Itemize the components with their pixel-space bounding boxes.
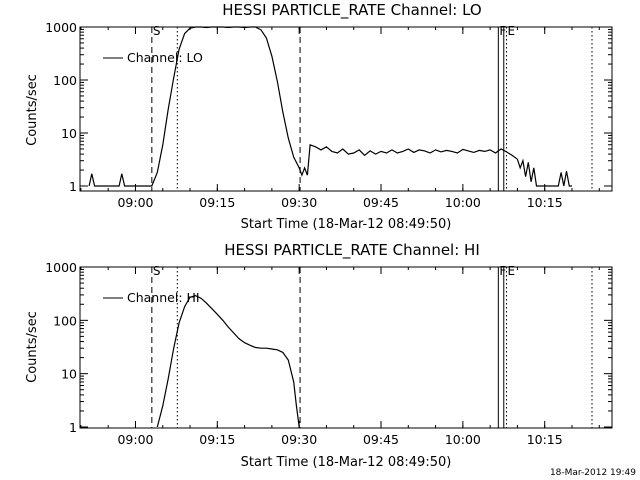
series-line (88, 26, 572, 187)
x-tick-label: 09:45 (363, 432, 399, 447)
event-marker-label: F (499, 24, 506, 38)
event-marker-label: E (508, 24, 516, 38)
legend-label: Channel: HI (127, 290, 200, 305)
timestamp-label: 18-Mar-2012 19:49 (550, 468, 636, 478)
x-tick-label: 10:15 (527, 195, 563, 210)
y-tick-label: 1000 (45, 260, 77, 275)
y-tick-label: 100 (53, 73, 77, 88)
x-tick-label: 10:00 (445, 432, 481, 447)
series-line (156, 295, 300, 428)
x-axis-label: Start Time (18-Mar-12 08:49:50) (241, 455, 452, 470)
y-axis-label: Counts/sec (25, 311, 40, 383)
legend-label: Channel: LO (127, 50, 203, 65)
event-marker-label: E (508, 264, 516, 278)
x-tick-label: 09:15 (199, 432, 235, 447)
x-tick-label: 09:00 (117, 432, 153, 447)
plot-frame (79, 266, 613, 429)
panel-hi: HESSI PARTICLE_RATE Channel: HI Start Ti… (25, 241, 613, 470)
event-marker-label: F (499, 264, 506, 278)
y-tick-label: 10 (61, 126, 77, 141)
x-tick-label: 09:15 (199, 195, 235, 210)
chart-title: HESSI PARTICLE_RATE Channel: HI (224, 241, 480, 260)
y-tick-label: 10 (61, 367, 77, 382)
x-axis-label: Start Time (18-Mar-12 08:49:50) (241, 217, 452, 232)
plot-frame (79, 26, 613, 192)
x-tick-label: 09:00 (117, 195, 153, 210)
event-marker-label: S (153, 24, 161, 38)
y-axis-label: Counts/sec (25, 74, 40, 146)
x-tick-label: 10:15 (527, 432, 563, 447)
event-marker-label: S (153, 264, 161, 278)
x-tick-label: 09:45 (363, 195, 399, 210)
y-tick-label: 1 (69, 179, 77, 194)
y-tick-label: 1 (69, 420, 77, 435)
chart-title: HESSI PARTICLE_RATE Channel: LO (222, 1, 481, 20)
panel-lo: HESSI PARTICLE_RATE Channel: LO Start Ti… (25, 1, 613, 232)
x-tick-label: 10:00 (445, 195, 481, 210)
x-tick-label: 09:30 (281, 195, 317, 210)
y-tick-label: 100 (53, 313, 77, 328)
x-tick-label: 09:30 (281, 432, 317, 447)
y-tick-label: 1000 (45, 20, 77, 35)
